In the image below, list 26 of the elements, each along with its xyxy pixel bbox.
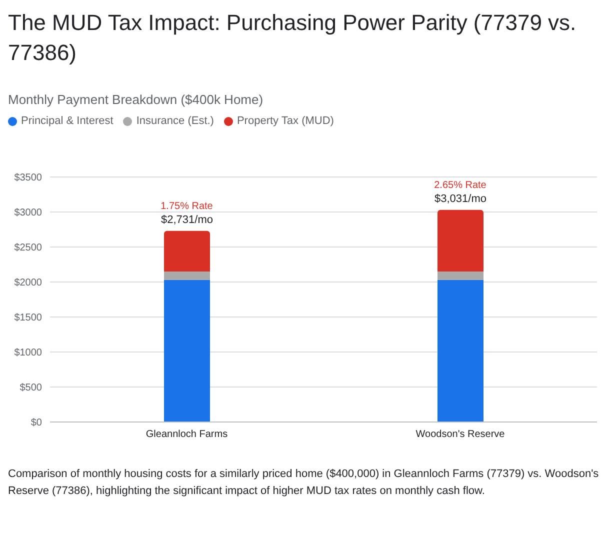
total-label: $3,031/mo bbox=[434, 192, 486, 205]
y-tick-label: $500 bbox=[20, 382, 42, 394]
y-tick-label: $3500 bbox=[14, 172, 42, 184]
chart-title: The MUD Tax Impact: Purchasing Power Parity (77379 vs. 77386) bbox=[8, 9, 578, 67]
y-tick-label: $1000 bbox=[14, 348, 42, 359]
legend-label: Principal & Interest bbox=[21, 115, 114, 127]
x-tick-label: Woodson's Reserve bbox=[416, 429, 506, 440]
bar bbox=[438, 272, 484, 280]
annotation: 2.65% Rate bbox=[434, 180, 487, 191]
y-tick-label: $1500 bbox=[14, 312, 42, 324]
text: Comparison of monthly housing costs for a similarly priced home ($400,000) in Gleannloch Farms (77379) vs. Woodson's Reserve (77386), highlighting the significant impact of higher MUD tax rates on monthly cash flow. bbox=[8, 467, 600, 499]
y-tick-label: $0 bbox=[30, 418, 42, 429]
bar bbox=[438, 280, 484, 422]
annotation: 1.75% Rate bbox=[160, 200, 214, 212]
chart-subtitle: Monthly Payment Breakdown ($400k Home) bbox=[8, 92, 264, 107]
y-tick-label: $2500 bbox=[14, 242, 42, 254]
y-tick-label: $2000 bbox=[14, 278, 42, 289]
total-label: $2,731/mo bbox=[161, 214, 213, 226]
bar bbox=[164, 230, 210, 272]
bar bbox=[164, 280, 210, 422]
bar bbox=[164, 272, 210, 280]
bar bbox=[438, 210, 484, 272]
legend-label: Insurance (Est.) bbox=[136, 115, 214, 127]
y-tick-label: $3000 bbox=[14, 208, 42, 219]
legend-label: Property Tax (MUD) bbox=[236, 115, 334, 127]
x-tick-label: Gleannloch Farms bbox=[146, 429, 228, 440]
